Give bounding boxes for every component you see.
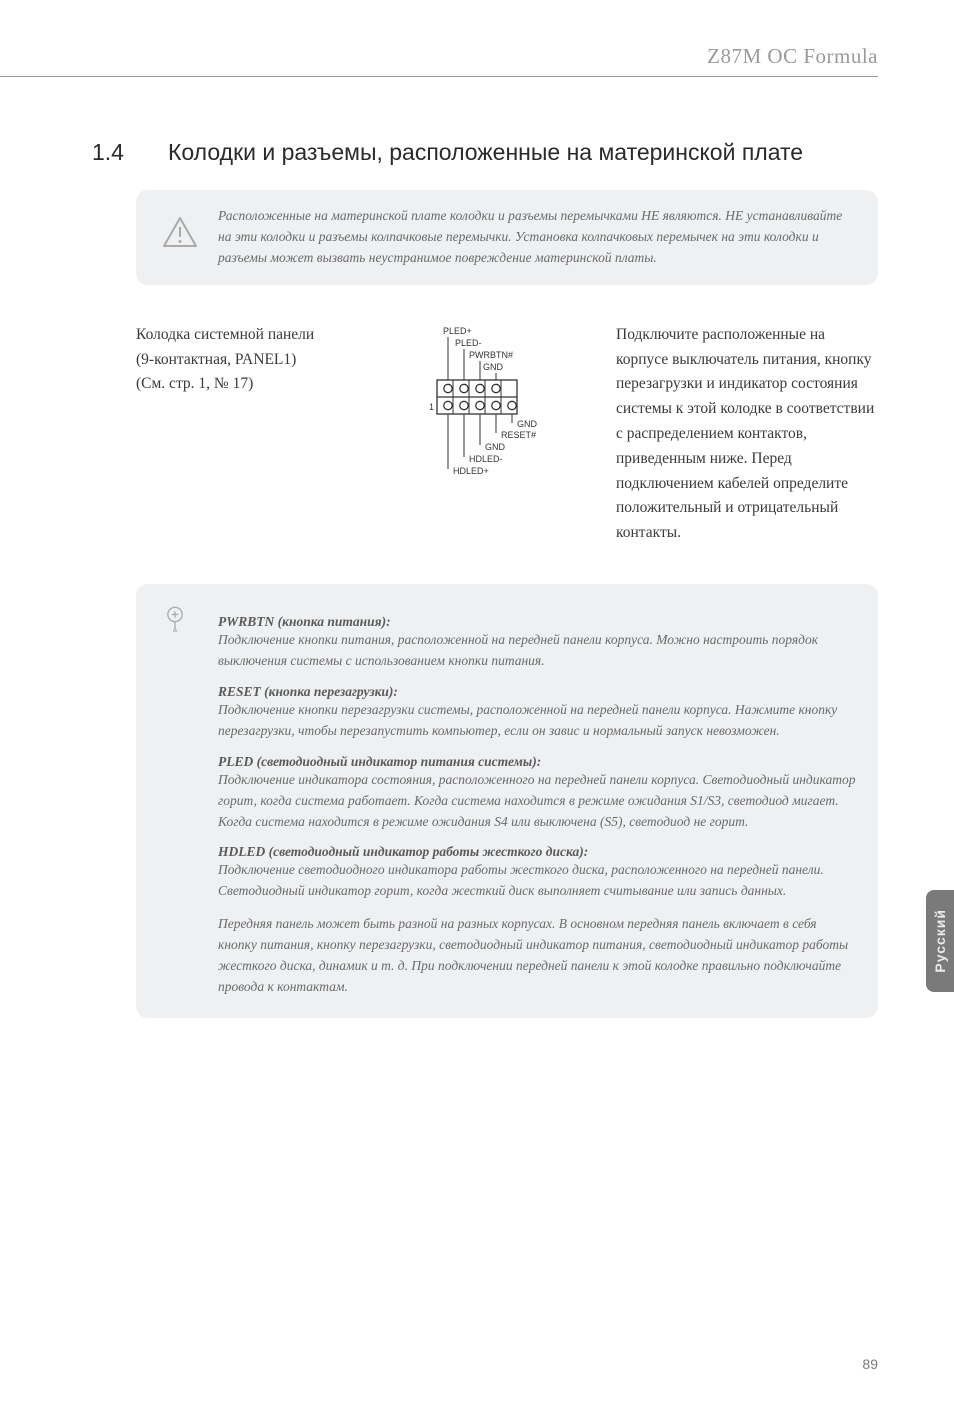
label-pin1: 1	[429, 402, 434, 412]
label-gnd1: GND	[483, 362, 504, 372]
warning-icon	[162, 216, 198, 248]
right-column: Подключите расположенные на корпусе выкл…	[616, 323, 878, 546]
warning-text: Расположенные на материнской плате колод…	[218, 206, 856, 269]
description-text: Подключите расположенные на корпусе выкл…	[616, 323, 878, 546]
pled-title: PLED (светодиодный индикатор питания сис…	[218, 754, 856, 770]
language-tab: Русский	[926, 890, 954, 992]
label-hdledm: HDLED-	[469, 454, 503, 464]
label-pwrbtn: PWRBTN#	[469, 350, 513, 360]
hdled-body: Подключение светодиодного индикатора раб…	[218, 860, 856, 902]
plus-icon	[162, 606, 188, 632]
connector-pins: (9-контактная, PANEL1)	[136, 348, 356, 373]
product-name: Z87M OC Formula	[130, 44, 878, 69]
page-number: 89	[862, 1356, 878, 1372]
label-pledp: PLED+	[443, 326, 472, 336]
label-hdledp: HDLED+	[453, 466, 489, 476]
connector-ref: (См. стр. 1, № 17)	[136, 372, 356, 397]
hdled-title: HDLED (светодиодный индикатор работы жес…	[218, 844, 856, 860]
header-rule	[0, 76, 878, 77]
section-number: 1.4	[130, 137, 168, 168]
diagram-column: PLED+ PLED- PWRBTN# GND	[386, 323, 586, 546]
reset-body: Подключение кнопки перезагрузки системы,…	[218, 700, 856, 742]
details-box: PWRBTN (кнопка питания): Подключение кно…	[136, 584, 878, 1018]
left-column: Колодка системной панели (9-контактная, …	[136, 323, 356, 546]
front-panel-note: Передняя панель может быть разной на раз…	[218, 914, 856, 998]
section-heading: 1.4Колодки и разъемы, расположенные на м…	[168, 137, 878, 168]
connector-name: Колодка системной панели	[136, 323, 356, 348]
warning-box: Расположенные на материнской плате колод…	[136, 190, 878, 285]
label-gnd3: GND	[485, 442, 506, 452]
content-columns: Колодка системной панели (9-контактная, …	[130, 323, 878, 546]
pwrbtn-body: Подключение кнопки питания, расположенно…	[218, 630, 856, 672]
section-title: Колодки и разъемы, расположенные на мате…	[168, 139, 803, 165]
label-pledm: PLED-	[455, 338, 482, 348]
reset-title: RESET (кнопка перезагрузки):	[218, 684, 856, 700]
pinout-diagram: PLED+ PLED- PWRBTN# GND	[401, 325, 571, 485]
label-reset: RESET#	[501, 430, 536, 440]
pled-body: Подключение индикатора состояния, распол…	[218, 770, 856, 833]
language-label: Русский	[932, 909, 948, 973]
label-gnd2: GND	[517, 419, 538, 429]
pwrbtn-title: PWRBTN (кнопка питания):	[218, 614, 856, 630]
